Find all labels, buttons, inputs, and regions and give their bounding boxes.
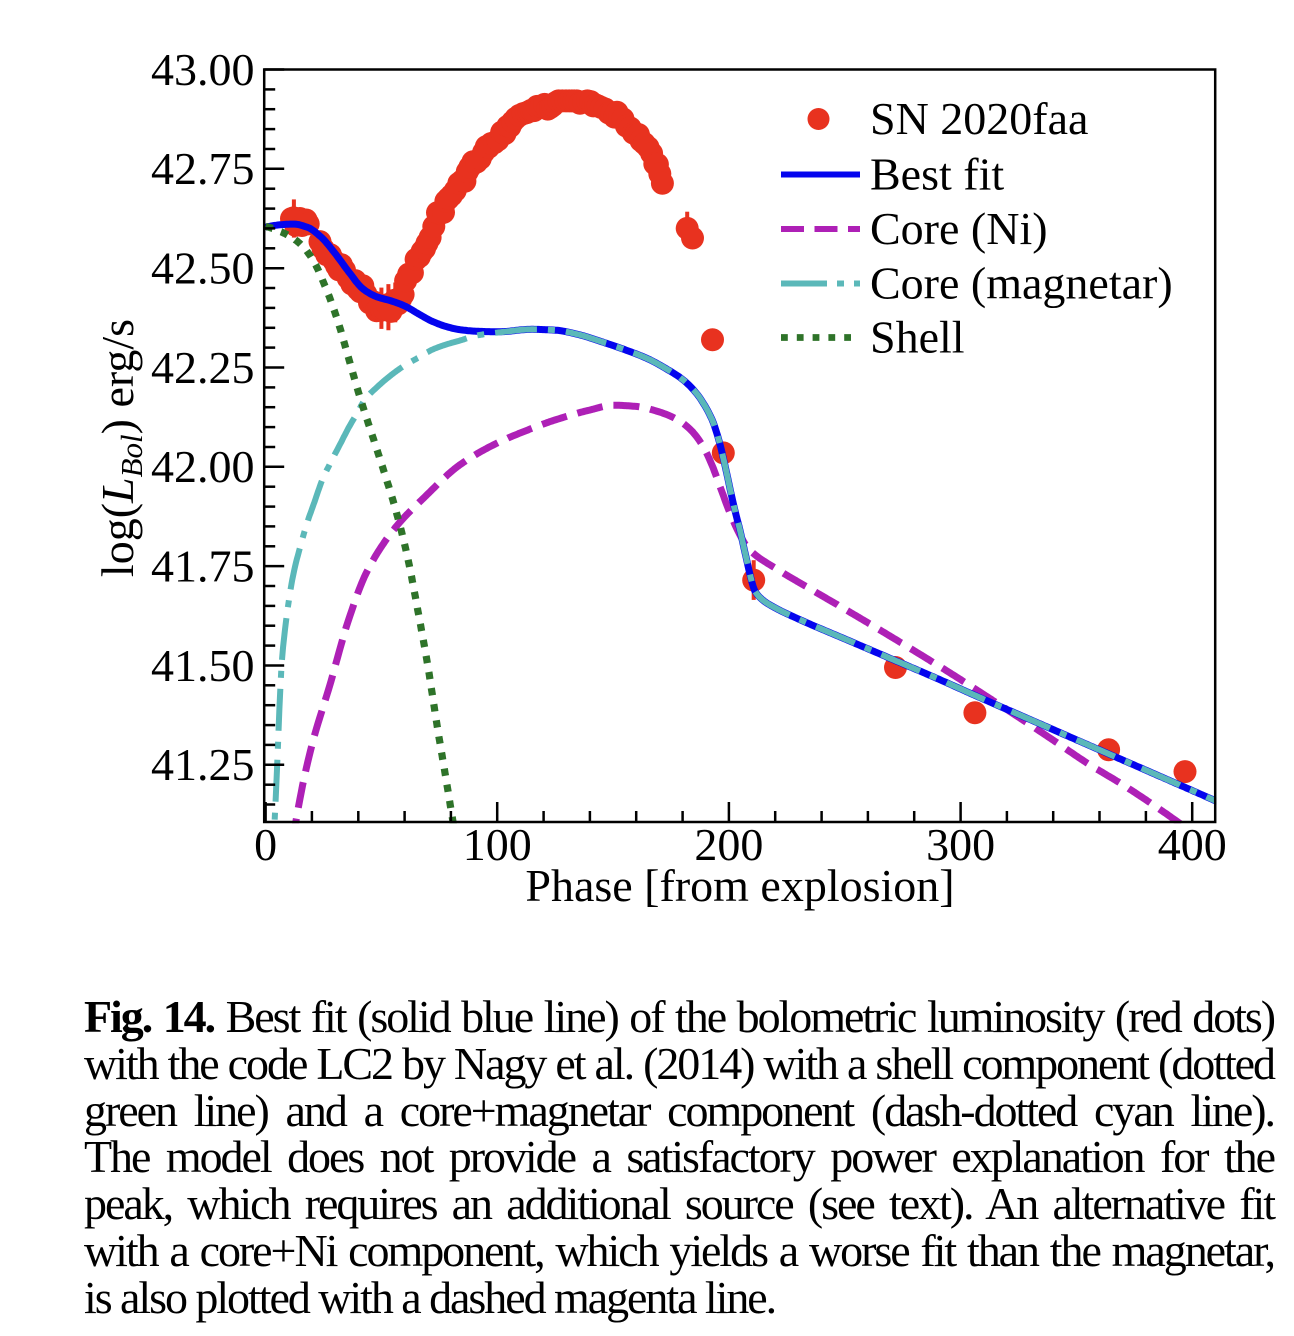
svg-text:300: 300 <box>926 819 995 870</box>
svg-text:42.25: 42.25 <box>151 342 255 393</box>
svg-text:log(LBol) erg/s: log(LBol) erg/s <box>92 319 149 577</box>
svg-text:41.25: 41.25 <box>151 739 255 790</box>
svg-text:Core (Ni): Core (Ni) <box>870 203 1048 254</box>
svg-text:43.00: 43.00 <box>151 44 255 95</box>
svg-text:Shell: Shell <box>870 312 965 363</box>
svg-text:Core (magnetar): Core (magnetar) <box>870 258 1173 309</box>
svg-text:Best fit: Best fit <box>870 149 1004 200</box>
svg-text:200: 200 <box>694 819 763 870</box>
svg-text:42.00: 42.00 <box>151 441 255 492</box>
svg-text:42.50: 42.50 <box>151 243 255 294</box>
svg-text:SN 2020faa: SN 2020faa <box>870 93 1088 144</box>
svg-text:400: 400 <box>1158 819 1227 870</box>
svg-text:Phase [from explosion]: Phase [from explosion] <box>525 860 954 911</box>
svg-text:100: 100 <box>463 819 532 870</box>
svg-text:41.50: 41.50 <box>151 640 255 691</box>
svg-text:41.75: 41.75 <box>151 540 255 591</box>
svg-text:0: 0 <box>254 819 277 870</box>
svg-text:42.75: 42.75 <box>151 143 255 194</box>
